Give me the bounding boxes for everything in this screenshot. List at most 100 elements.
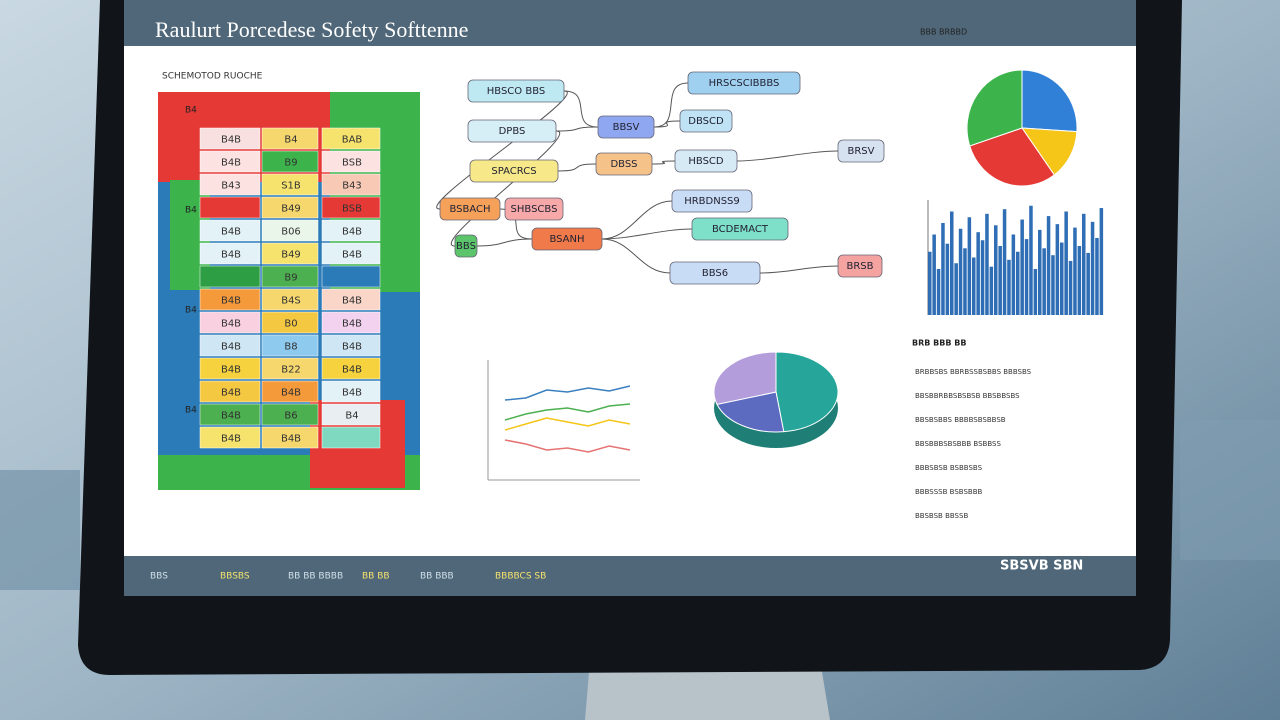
flow-node <box>679 109 733 133</box>
footer-item: BBBBCS SB <box>495 572 546 582</box>
flow-node-label: HRSCSCIBBBS <box>709 78 780 89</box>
flow-node-label: BSANH <box>549 234 584 245</box>
bar <box>1064 211 1068 315</box>
grid-side-label: B4 <box>185 406 197 416</box>
flow-node <box>469 159 559 183</box>
bar <box>967 217 972 315</box>
footer-item: BBSBS <box>220 572 250 582</box>
pie-slice <box>969 127 1056 187</box>
grid-cell-text: B4B <box>221 135 241 146</box>
bar <box>936 269 941 315</box>
grid-cell-text: B0 <box>284 319 297 330</box>
grid-cell-text: B4B <box>342 250 362 261</box>
grid-cell-text: B4 <box>284 135 297 146</box>
grid-cell <box>199 150 261 173</box>
flow-node-label: DPBS <box>499 126 526 137</box>
grid-cell <box>199 380 261 403</box>
flow-node-label: SPACRCS <box>491 166 536 177</box>
grid-cell <box>321 173 381 196</box>
notes-line: BBSBSBBS BBBBSBSBBSB <box>915 416 1006 424</box>
grid-cell-text: BSB <box>342 158 362 169</box>
flow-node <box>439 197 501 221</box>
flow-node <box>467 79 565 103</box>
background-object <box>0 470 80 590</box>
grid-cell <box>321 127 381 150</box>
grid-cell <box>261 357 319 380</box>
footer-item: BB BBB <box>420 572 454 582</box>
grid-cell <box>321 311 381 334</box>
header-bar <box>124 0 1136 46</box>
flow-node <box>837 139 885 163</box>
notes-line: BBSBSB BBSSB <box>915 512 968 520</box>
notes-line: BBBSBSB BSBBSBS <box>915 464 983 472</box>
bar <box>954 263 958 315</box>
grid-cell <box>199 196 261 219</box>
bar <box>932 234 936 315</box>
grid-cell <box>321 334 381 357</box>
grid-cell <box>321 150 381 173</box>
app-title: Raulurt Porcedese Sofety Softtenne <box>155 17 468 42</box>
grid-cell-text: B4B <box>281 388 301 399</box>
notes-line: BBBSSSB BSBSBBB <box>915 488 982 496</box>
grid-cell-text: B4 <box>345 411 358 422</box>
notes-heading: BRB BBB BB <box>912 339 966 348</box>
grid-cell-text: B4B <box>281 434 301 445</box>
bar <box>1033 269 1038 315</box>
flow-node <box>454 234 478 258</box>
grid-cell-text: B4B <box>221 434 241 445</box>
bar <box>1016 251 1020 315</box>
flow-node-label: BBS <box>456 241 476 252</box>
grid-cell <box>261 426 319 449</box>
flow-node-label: SHBSCBS <box>511 204 558 215</box>
flow-connector <box>563 90 599 128</box>
flow-node-label: BRSB <box>846 261 873 272</box>
notes-line: BBSBBBSBSBBB BSBBSS <box>915 440 1001 448</box>
footer-item: BB BB BBBB <box>288 572 343 582</box>
grid-cell <box>199 334 261 357</box>
grid-cell <box>261 242 319 265</box>
pie-slice <box>1021 127 1078 176</box>
flow-connector <box>601 200 673 240</box>
bar <box>1086 252 1090 315</box>
grid-cell-text: B8 <box>284 342 297 353</box>
grid-cell <box>321 242 381 265</box>
footer-item: BB BB <box>362 572 390 582</box>
grid-side-label: B4 <box>185 206 197 216</box>
bar <box>1038 229 1042 315</box>
grid-cell <box>261 288 319 311</box>
grid-cell <box>199 426 261 449</box>
footer-brand: SBSVB SBN <box>1000 559 1083 574</box>
flow-connector <box>436 90 568 210</box>
grid-cell-text: B4B <box>342 227 362 238</box>
flow-connector <box>555 126 599 132</box>
grid-cell-text: B4B <box>342 319 362 330</box>
bar <box>963 248 967 315</box>
grid-cell-text: B4B <box>342 365 362 376</box>
bar <box>945 243 950 315</box>
bar <box>1077 246 1082 315</box>
bar <box>1055 224 1060 315</box>
grid-cell-text: B4S <box>281 296 301 307</box>
bar <box>1007 259 1011 315</box>
grid-cell <box>321 265 381 288</box>
bar <box>980 240 985 315</box>
grid-cell-text: B6 <box>284 411 297 422</box>
bar <box>958 228 963 315</box>
grid-cell <box>261 403 319 426</box>
grid-cell-text: B4B <box>221 158 241 169</box>
grid-cell-text: B06 <box>281 227 301 238</box>
grid-cell-text: B4B <box>221 227 241 238</box>
grid-subtitle: SCHEMOTOD RUOCHE <box>162 72 263 82</box>
grid-cell <box>261 150 319 173</box>
grid-cell-text: B4B <box>221 342 241 353</box>
flow-node <box>597 115 655 139</box>
flow-connector <box>653 120 681 128</box>
grid-cell <box>199 173 261 196</box>
grid-cell <box>321 380 381 403</box>
grid-cell-text: BAB <box>342 135 363 146</box>
flow-node <box>837 254 883 278</box>
bar <box>1042 248 1046 315</box>
side-heading: BBB BRBBD <box>920 28 967 37</box>
pie-slice <box>1021 69 1078 133</box>
grid-cell-text: BSB <box>342 204 362 215</box>
